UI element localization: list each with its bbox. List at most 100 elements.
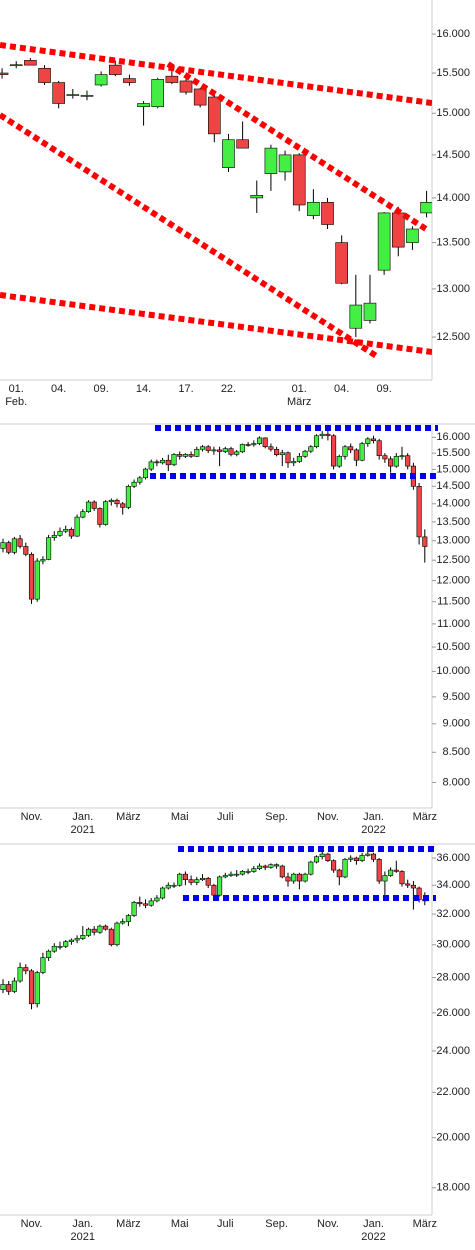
candle-body [416,887,422,900]
candle-body [23,967,29,972]
candle-body [188,879,194,883]
y-tick-label: 13.000 [436,283,470,295]
y-tick-label: 24.000 [436,1045,470,1057]
y-tick-label: 15.000 [436,107,470,119]
candle-body [0,984,6,990]
x-tick-label: Mai [171,811,189,823]
candle-body [416,486,422,538]
candle-body [142,903,149,906]
candle-body [285,452,291,464]
candle-body [74,516,80,537]
candle-body [365,438,371,444]
candle-body [171,884,177,887]
candle-body [313,856,320,863]
candle-body [108,499,114,502]
y-tick-label: 22.000 [436,1086,470,1098]
candle-body [377,212,391,271]
y-tick-label: 13.000 [436,535,470,547]
candle-body [123,78,136,83]
candle-body [211,449,217,452]
y-tick-label: 10.500 [436,641,470,653]
candle-body [251,868,257,872]
candle-body [40,559,46,562]
y-tick-label: 8.000 [442,776,470,788]
x-group-label: 2021 [71,824,95,836]
candle-body [148,900,154,906]
candle-body [405,455,411,467]
x-tick-label: 01. [9,383,24,395]
candle-body [348,857,354,860]
candle-body [108,64,122,75]
candle-body [245,444,251,446]
candle-body [236,139,249,149]
candle-body [182,454,188,457]
x-tick-label: März [116,811,140,823]
candle-body [313,435,320,448]
candle-body [97,508,103,525]
candle-body [331,860,337,871]
candle-body [302,873,308,882]
candle-body [120,503,126,508]
candle-body [137,902,143,905]
candle-body [292,154,306,206]
candle-body [268,864,274,868]
candle-body [388,458,394,467]
candle-body [353,449,359,461]
candle-body [222,875,228,878]
candle-body [256,437,263,444]
trend-lines [0,42,432,360]
candle-body [151,79,165,108]
candle-body [222,448,228,452]
candle-body [278,154,292,173]
axes: 16.000 15.500 15.000 14.500 14.000 13.500 13.0… [5,28,470,1243]
y-tick-label: 20.000 [436,1132,470,1144]
candle-body [120,921,126,924]
y-tick-label: 11.500 [437,596,470,608]
candle-body [34,560,40,600]
candle-body [38,67,51,83]
y-tick-label: 10.000 [436,665,470,677]
candle-body [245,871,251,873]
x-tick-label: 09. [93,383,108,395]
candle-body [422,536,428,547]
y-tick-label: 30.000 [436,939,470,951]
candle-body [125,486,131,508]
range-lines [150,425,438,901]
candle-body [194,448,200,457]
candle-body [376,859,382,882]
x-tick-label: 22. [221,383,236,395]
x-tick-label: März [413,811,437,823]
candle-body [296,456,302,462]
candle-body [359,855,365,861]
y-tick-label: 9.000 [442,718,470,730]
candle-body [68,939,74,942]
candle-body [194,879,200,883]
candle-body [74,938,80,941]
candle-body [321,202,334,225]
frames [0,0,475,1216]
candle-body [296,873,302,882]
candle-body [182,873,188,880]
candle-body [51,946,57,952]
candle-body [63,529,69,532]
candle-body [274,448,280,456]
x-group-label: März [287,396,311,408]
x-tick-label: März [413,1218,437,1230]
x-tick-label: Nov. [21,811,43,823]
candle-body [393,456,399,467]
x-tick-label: 01. [292,383,307,395]
candle-body [6,984,12,992]
candle-body [406,228,419,243]
candle-body [319,853,325,858]
candle-body [211,884,217,896]
candle-body [91,501,97,509]
candle-body [165,459,171,466]
candle-body [165,75,179,83]
x-tick-label: 17. [178,383,193,395]
candle-body [0,72,9,75]
candle-body [370,438,377,442]
candle-body [365,853,371,856]
candle-body [250,195,264,199]
candle-body [114,922,120,946]
